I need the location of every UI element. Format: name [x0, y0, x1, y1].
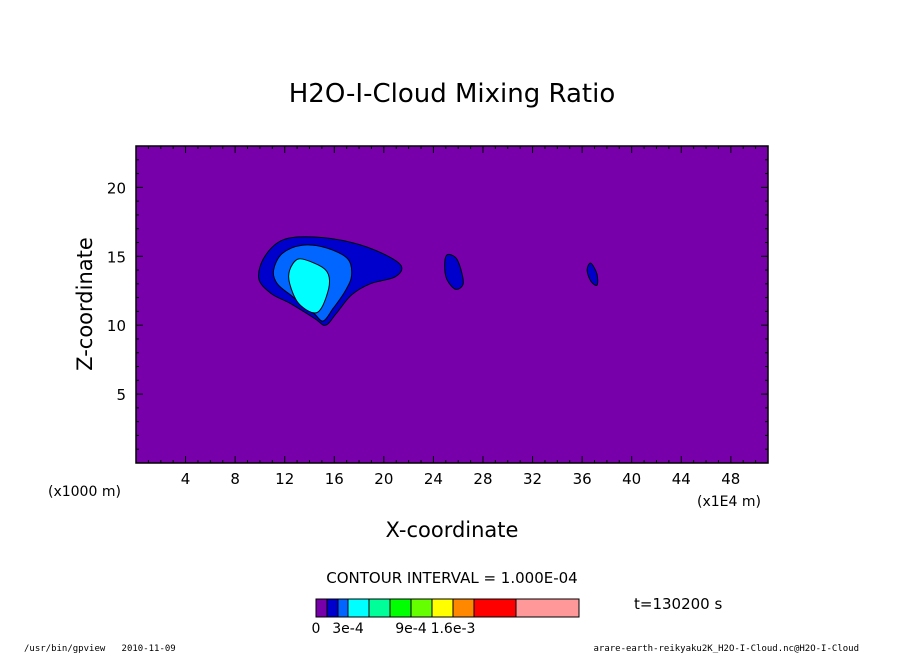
footer-left: /usr/bin/gpview 2010-11-09 — [24, 644, 176, 654]
x-tick-label-28: 28 — [473, 470, 492, 488]
x-tick-label-8: 8 — [230, 470, 240, 488]
x-tick-label-32: 32 — [523, 470, 542, 488]
y-axis: 5 10 15 20 — [107, 159, 768, 450]
colorbar-swatch-0 — [315, 598, 328, 618]
contour-interval-label: CONTOUR INTERVAL = 1.000E-04 — [326, 569, 577, 587]
colorbar-swatch-1 — [326, 598, 339, 618]
y-tick-label-5: 5 — [116, 386, 126, 404]
contour-level-2-region-0 — [288, 258, 331, 314]
x-tick-label-36: 36 — [573, 470, 592, 488]
x-tick-label-40: 40 — [622, 470, 641, 488]
x-axis: 4 8 12 16 20 24 28 32 36 40 44 48 — [147, 146, 757, 488]
background-level-fill — [136, 146, 768, 463]
y-unit-label: (x1000 m) — [48, 484, 121, 500]
colorbar-swatch-8 — [452, 598, 475, 618]
y-tick-label-10: 10 — [107, 317, 126, 335]
contour-level-0-region-1 — [444, 253, 464, 290]
x-axis-label: X-coordinate — [386, 518, 519, 542]
x-unit-label: (x1E4 m) — [697, 494, 761, 510]
x-tick-label-4: 4 — [181, 470, 191, 488]
time-label: t=130200 s — [634, 595, 722, 613]
colorbar-swatch-5 — [389, 598, 412, 618]
colorbar-label-3: 3e-4 — [332, 621, 364, 637]
colorbar-label-0: 0 — [312, 621, 321, 637]
x-tick-label-12: 12 — [275, 470, 294, 488]
y-tick-label-20: 20 — [107, 179, 126, 197]
colorbar-label-6: 9e-4 — [395, 621, 427, 637]
colorbar-swatch-7 — [431, 598, 454, 618]
colorbar-swatch-10 — [515, 598, 580, 618]
y-tick-label-15: 15 — [107, 248, 126, 266]
colorbar-swatch-9 — [473, 598, 517, 618]
x-tick-label-20: 20 — [374, 470, 393, 488]
colorbar: 0 3e-4 9e-4 1.6e-3 — [312, 598, 580, 637]
plot-frame — [135, 145, 769, 464]
contour-fills — [257, 236, 599, 326]
x-tick-label-16: 16 — [325, 470, 344, 488]
footer-right: arare-earth-reikyaku2K_H2O-I-Cloud.nc@H2… — [593, 644, 859, 654]
contour-level-0-region-2 — [586, 262, 599, 286]
colorbar-label-8: 1.6e-3 — [431, 621, 476, 637]
colorbar-swatch-6 — [410, 598, 433, 618]
colorbar-swatch-3 — [347, 598, 370, 618]
plot-area — [136, 146, 768, 463]
colorbar-swatch-4 — [368, 598, 391, 618]
y-axis-label: Z-coordinate — [73, 237, 97, 371]
x-tick-label-48: 48 — [721, 470, 740, 488]
colorbar-swatch-2 — [337, 598, 349, 618]
x-tick-label-44: 44 — [672, 470, 691, 488]
x-tick-label-24: 24 — [424, 470, 443, 488]
chart-title: H2O-I-Cloud Mixing Ratio — [289, 79, 616, 109]
